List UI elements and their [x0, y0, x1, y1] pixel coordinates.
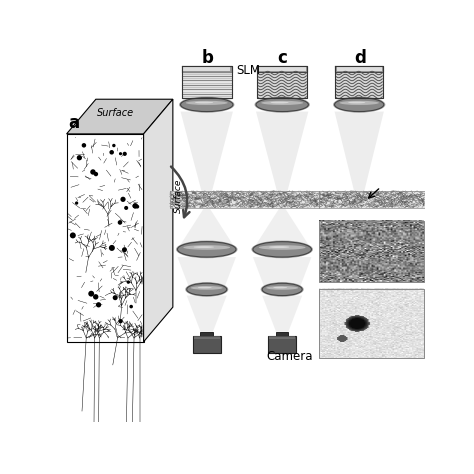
- Ellipse shape: [339, 101, 379, 105]
- Circle shape: [118, 220, 122, 225]
- Polygon shape: [256, 111, 309, 200]
- Polygon shape: [269, 337, 295, 339]
- Ellipse shape: [253, 242, 311, 257]
- Circle shape: [93, 294, 99, 300]
- Polygon shape: [335, 111, 384, 200]
- Polygon shape: [201, 332, 213, 336]
- Circle shape: [133, 203, 138, 209]
- Ellipse shape: [270, 102, 289, 103]
- Circle shape: [75, 201, 78, 205]
- Polygon shape: [177, 257, 236, 290]
- Ellipse shape: [261, 282, 304, 297]
- Polygon shape: [319, 191, 425, 208]
- Ellipse shape: [261, 101, 303, 105]
- Polygon shape: [256, 99, 309, 105]
- Polygon shape: [177, 209, 236, 249]
- Ellipse shape: [333, 97, 385, 113]
- Ellipse shape: [179, 97, 235, 113]
- Polygon shape: [182, 66, 232, 72]
- Circle shape: [113, 295, 118, 300]
- Ellipse shape: [266, 286, 298, 290]
- Polygon shape: [170, 191, 319, 208]
- Ellipse shape: [251, 240, 313, 258]
- Polygon shape: [66, 134, 144, 342]
- Polygon shape: [276, 332, 289, 336]
- Polygon shape: [253, 209, 311, 249]
- Ellipse shape: [181, 98, 233, 111]
- Circle shape: [88, 291, 94, 297]
- Ellipse shape: [255, 97, 310, 113]
- FancyArrowPatch shape: [171, 166, 190, 217]
- Polygon shape: [183, 67, 230, 71]
- Polygon shape: [257, 72, 307, 99]
- Ellipse shape: [176, 240, 237, 258]
- Ellipse shape: [269, 246, 290, 248]
- Polygon shape: [268, 336, 296, 353]
- Ellipse shape: [198, 287, 212, 288]
- Circle shape: [129, 305, 133, 309]
- Ellipse shape: [262, 283, 302, 296]
- Ellipse shape: [177, 242, 236, 257]
- Polygon shape: [181, 99, 233, 105]
- Circle shape: [118, 319, 123, 323]
- Circle shape: [94, 172, 98, 176]
- Polygon shape: [187, 296, 227, 332]
- Circle shape: [90, 169, 96, 175]
- Polygon shape: [335, 99, 384, 105]
- Circle shape: [136, 205, 139, 209]
- Circle shape: [132, 203, 137, 209]
- Polygon shape: [259, 67, 306, 71]
- Polygon shape: [194, 337, 220, 339]
- Circle shape: [127, 281, 130, 284]
- Ellipse shape: [193, 246, 214, 248]
- Polygon shape: [181, 111, 233, 200]
- Circle shape: [82, 143, 86, 147]
- Ellipse shape: [183, 245, 230, 250]
- Polygon shape: [144, 99, 173, 342]
- Ellipse shape: [195, 102, 213, 103]
- Circle shape: [123, 152, 127, 156]
- Polygon shape: [335, 66, 383, 72]
- Ellipse shape: [186, 101, 228, 105]
- Text: Surface: Surface: [97, 108, 135, 118]
- Text: c: c: [278, 49, 287, 67]
- Ellipse shape: [348, 102, 365, 103]
- Ellipse shape: [256, 98, 309, 111]
- Circle shape: [109, 245, 115, 251]
- Polygon shape: [335, 72, 383, 99]
- Text: Surface: Surface: [174, 178, 183, 213]
- Circle shape: [109, 150, 114, 155]
- Ellipse shape: [259, 245, 306, 250]
- Circle shape: [122, 247, 127, 252]
- Ellipse shape: [335, 98, 384, 111]
- Text: a: a: [68, 114, 79, 132]
- Polygon shape: [262, 296, 302, 332]
- Text: d: d: [355, 49, 366, 67]
- Polygon shape: [193, 336, 220, 353]
- Polygon shape: [182, 72, 232, 99]
- Circle shape: [77, 155, 82, 160]
- Circle shape: [96, 302, 101, 308]
- Ellipse shape: [273, 287, 287, 288]
- Text: Camera: Camera: [267, 350, 313, 363]
- Polygon shape: [66, 99, 173, 134]
- Text: SLM: SLM: [236, 64, 260, 77]
- Text: b: b: [202, 49, 214, 67]
- Polygon shape: [257, 66, 307, 72]
- Polygon shape: [337, 67, 382, 71]
- Circle shape: [70, 232, 76, 238]
- Ellipse shape: [185, 282, 228, 297]
- Polygon shape: [253, 257, 311, 290]
- Circle shape: [124, 206, 128, 210]
- Circle shape: [112, 144, 116, 147]
- Circle shape: [119, 152, 122, 155]
- Ellipse shape: [187, 283, 227, 296]
- Circle shape: [120, 197, 126, 202]
- Ellipse shape: [191, 286, 223, 290]
